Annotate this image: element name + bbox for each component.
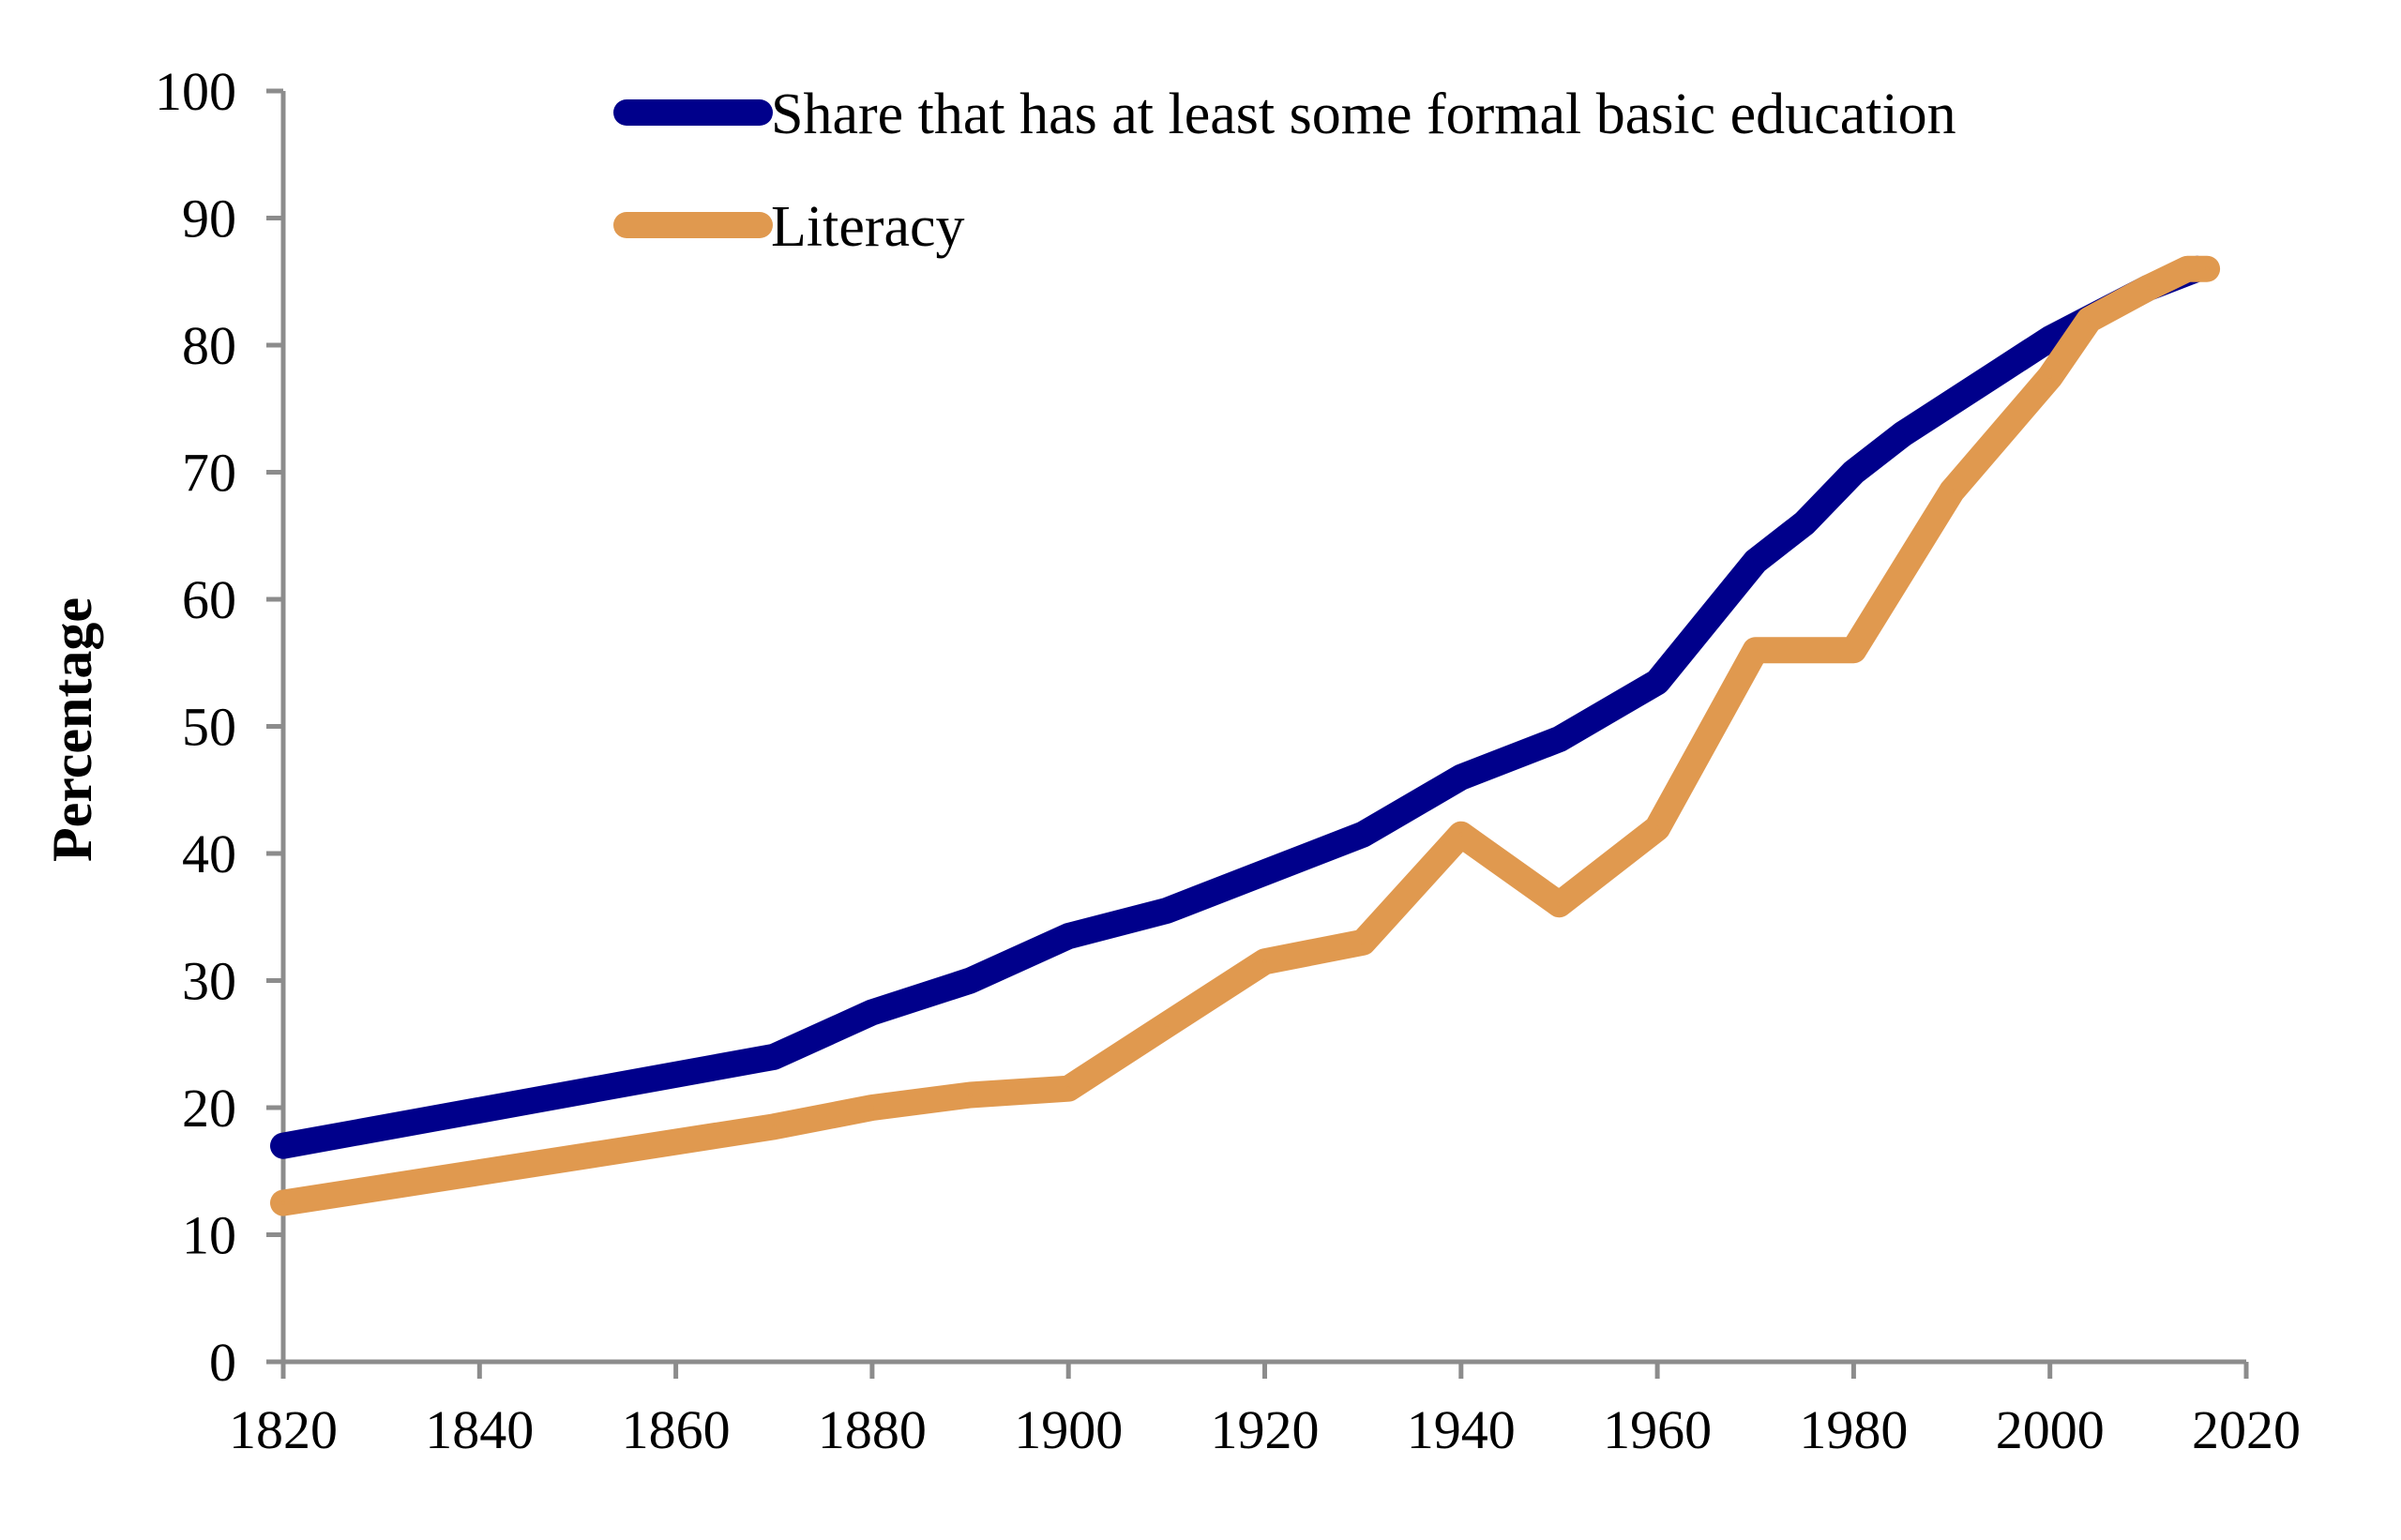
data-point	[772, 1054, 777, 1059]
data-point	[968, 978, 973, 983]
data-point	[1066, 934, 1071, 939]
data-point	[1164, 908, 1169, 913]
series-line	[270, 255, 2211, 1159]
data-point	[1458, 775, 1463, 779]
x-tick-label: 1940	[1407, 1399, 1516, 1460]
data-point	[2185, 266, 2190, 271]
data-point	[1164, 1022, 1169, 1027]
data-point	[1458, 832, 1463, 837]
data-point	[1655, 825, 1660, 830]
data-point	[869, 1010, 874, 1015]
data-point	[2146, 286, 2151, 291]
data-point	[1753, 648, 1758, 653]
data-point	[869, 1106, 874, 1110]
x-tick-label: 1980	[1799, 1399, 1908, 1460]
data-point	[281, 1143, 285, 1148]
data-point	[1655, 680, 1660, 685]
y-axis-title: Percentage	[41, 597, 103, 862]
data-point	[1803, 521, 1807, 525]
x-tick-label: 2000	[1996, 1399, 2105, 1460]
data-point	[1950, 489, 1955, 493]
y-tick-label: 0	[209, 1332, 236, 1393]
legend: Share that has at least some formal basi…	[613, 83, 1956, 259]
y-tick-label: 80	[182, 315, 236, 376]
y-tick-label: 60	[182, 569, 236, 630]
data-point	[1851, 470, 1856, 475]
data-point	[2087, 317, 2091, 322]
y-tick-label: 90	[182, 189, 236, 249]
data-point	[1900, 431, 1905, 436]
y-tick-label: 50	[182, 697, 236, 758]
axes: 0 10 20 30 40 50 60 70 80 90 100 1820 1840 1860 1880 19…	[155, 61, 2301, 1460]
x-tick-label: 1920	[1211, 1399, 1320, 1460]
x-tick-label: 1880	[818, 1399, 927, 1460]
data-point	[1851, 648, 1856, 653]
data-point	[1999, 369, 2003, 373]
y-tick-label: 10	[182, 1205, 236, 1266]
series-1	[270, 255, 2221, 1216]
y-tick-label: 70	[182, 443, 236, 504]
x-tick-label: 1860	[622, 1399, 731, 1460]
y-tick-label: 40	[182, 823, 236, 884]
legend-label: Share that has at least some formal basi…	[771, 83, 1956, 146]
series-0	[270, 255, 2211, 1159]
data-point	[2047, 337, 2052, 341]
data-point	[1753, 559, 1758, 564]
y-tick-label: 20	[182, 1078, 236, 1139]
series-layer	[270, 255, 2221, 1216]
x-tick-label: 1960	[1603, 1399, 1712, 1460]
y-tick-label: 100	[155, 61, 236, 122]
data-point	[1361, 940, 1366, 944]
x-tick-label: 1900	[1014, 1399, 1123, 1460]
data-point	[2205, 266, 2210, 271]
data-point	[281, 1200, 285, 1205]
data-point	[968, 1093, 973, 1097]
x-tick-label: 2020	[2192, 1399, 2301, 1460]
data-point	[1066, 1086, 1071, 1091]
data-point	[2047, 374, 2052, 379]
y-tick-label: 30	[182, 951, 236, 1012]
data-point	[1557, 902, 1562, 907]
data-point	[1262, 870, 1267, 875]
data-point	[1557, 737, 1562, 742]
legend-label: Literacy	[771, 195, 965, 259]
data-point	[772, 1125, 777, 1129]
data-point	[1950, 400, 1955, 404]
x-tick-label: 1820	[229, 1399, 338, 1460]
data-point	[1361, 832, 1366, 837]
x-tick-label: 1840	[425, 1399, 534, 1460]
data-point	[1262, 959, 1267, 964]
